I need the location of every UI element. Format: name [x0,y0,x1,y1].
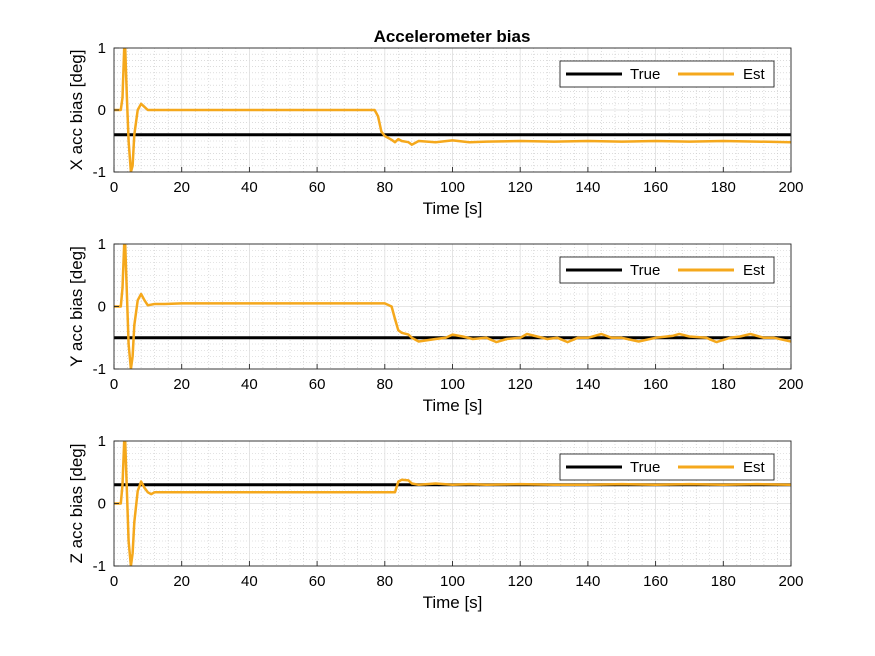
x-tick-label: 0 [110,573,118,590]
legend-label-est: Est [743,262,766,279]
x-tick-label: 180 [711,376,736,393]
series-line-est [114,244,791,369]
legend-label-true: True [630,459,660,476]
x-tick-label: 140 [575,376,600,393]
x-tick-label: 100 [440,573,465,590]
y-tick-label: -1 [93,164,106,181]
legend-label-true: True [630,262,660,279]
legend-label-true: True [630,66,660,83]
x-tick-label: 60 [309,179,326,196]
x-tick-label: 40 [241,376,258,393]
legend-label-est: Est [743,66,766,83]
y-tick-label: 1 [98,40,106,57]
x-tick-label: 60 [309,376,326,393]
x-tick-label: 100 [440,376,465,393]
x-tick-label: 40 [241,573,258,590]
y-tick-label: 0 [98,299,106,316]
legend-label-est: Est [743,459,766,476]
y-tick-label: 0 [98,496,106,513]
y-tick-label: -1 [93,558,106,575]
x-tick-label: 160 [643,179,668,196]
x-tick-label: 160 [643,376,668,393]
x-tick-label: 80 [376,376,393,393]
x-tick-label: 20 [173,376,190,393]
x-tick-label: 160 [643,573,668,590]
x-tick-label: 120 [508,179,533,196]
y-tick-label: -1 [93,361,106,378]
x-tick-label: 20 [173,179,190,196]
y-axis-label: Z acc bias [deg] [67,443,86,563]
x-tick-label: 80 [376,573,393,590]
x-axis-label: Time [s] [423,199,483,218]
x-tick-label: 180 [711,179,736,196]
legend-box [559,453,775,481]
y-tick-label: 1 [98,236,106,253]
x-tick-label: 20 [173,573,190,590]
x-tick-label: 140 [575,179,600,196]
x-tick-label: 0 [110,376,118,393]
legend: True Est [559,453,775,481]
series-line-est [114,441,791,566]
y-tick-label: 0 [98,102,106,119]
x-axis-label: Time [s] [423,593,483,612]
x-tick-label: 140 [575,573,600,590]
figure-title: Accelerometer bias [374,27,531,46]
y-axis-label: Y acc bias [deg] [67,246,86,367]
x-tick-label: 180 [711,573,736,590]
x-tick-label: 120 [508,573,533,590]
series-group [114,441,791,566]
legend: True Est [559,60,775,88]
series-group [114,48,791,172]
x-tick-label: 200 [778,376,803,393]
series-group [114,244,791,369]
x-tick-label: 200 [778,573,803,590]
x-tick-label: 200 [778,179,803,196]
x-tick-label: 100 [440,179,465,196]
y-axis-label: X acc bias [deg] [67,50,86,171]
x-axis-label: Time [s] [423,396,483,415]
x-tick-label: 40 [241,179,258,196]
y-tick-label: 1 [98,433,106,450]
x-tick-label: 80 [376,179,393,196]
series-line-est [114,48,791,172]
legend: True Est [559,256,775,284]
x-tick-label: 60 [309,573,326,590]
x-tick-label: 0 [110,179,118,196]
x-tick-label: 120 [508,376,533,393]
